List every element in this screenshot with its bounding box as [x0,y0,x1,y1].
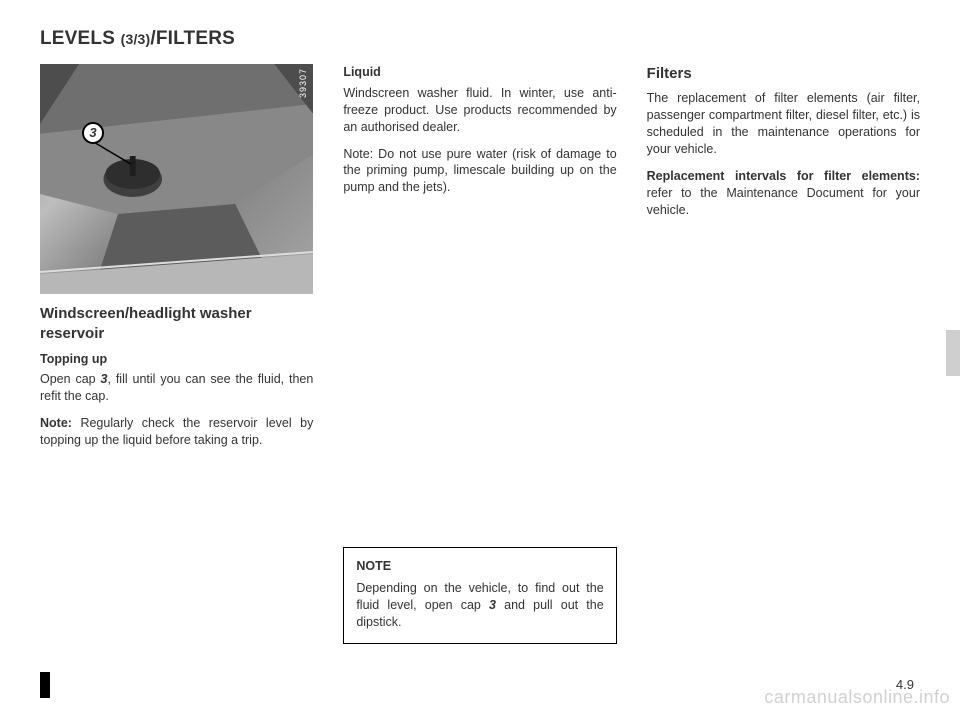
topping-up-p1: Open cap 3, fill until you can see the f… [40,371,313,405]
liquid-p1: Windscreen washer fluid. In winter, use … [343,85,616,136]
page: LEVELS (3/3)/FILTERS [0,0,960,710]
p2b: Regularly check the reservoir level by t… [40,416,313,447]
column-3: Filters The replacement of filter elemen… [647,64,920,644]
note-title: NOTE [356,558,603,575]
liquid-title: Liquid [343,64,616,81]
filters-p1: The replacement of filter elements (air … [647,90,920,158]
columns: 3 39307 Windscreen/headlight washer rese… [40,64,920,644]
title-count: (3/3) [121,31,151,47]
callout-3-label: 3 [89,124,96,142]
engine-bay-illustration [40,64,313,294]
note-body: Depending on the vehicle, to find out th… [356,580,603,631]
crop-mark [40,672,50,698]
fp2a: Replacement intervals for filter element… [647,169,920,183]
p1a: Open cap [40,372,101,386]
fp2b: refer to the Maintenance Document for yo… [647,186,920,217]
note-box: NOTE Depending on the vehicle, to find o… [343,547,616,645]
page-title: LEVELS (3/3)/FILTERS [40,28,920,50]
column-2: Liquid Windscreen washer fluid. In winte… [343,64,616,644]
title-main: LEVELS [40,28,121,49]
reservoir-heading: Windscreen/headlight washer reservoir [40,304,313,345]
callout-3: 3 [82,122,104,144]
filters-p2: Replacement intervals for filter element… [647,168,920,219]
p2a: Note: [40,416,72,430]
filters-heading: Filters [647,64,920,84]
engine-bay-figure: 3 39307 [40,64,313,294]
section-tab [946,330,960,376]
title-tail: /FILTERS [150,28,235,49]
topping-up-p2: Note: Regularly check the reservoir leve… [40,415,313,449]
column-1: 3 39307 Windscreen/headlight washer rese… [40,64,313,644]
liquid-p2: Note: Do not use pure water (risk of dam… [343,146,616,197]
watermark: carmanualsonline.info [764,687,950,708]
note-b: 3 [489,598,496,612]
image-id: 39307 [297,68,309,98]
topping-up-title: Topping up [40,351,313,368]
